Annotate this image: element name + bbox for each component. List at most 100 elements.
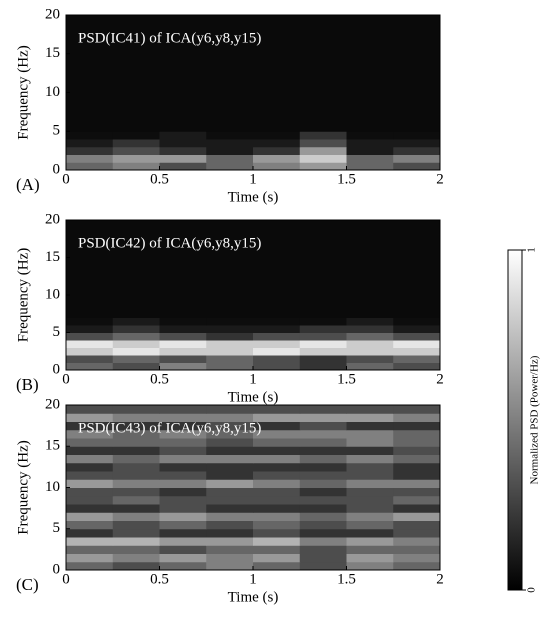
- heatmap-cell: [159, 257, 207, 266]
- y-tick-label: 5: [53, 324, 61, 340]
- heatmap-cell: [253, 421, 301, 431]
- heatmap-cell: [393, 317, 441, 326]
- colorbar-tick-label: 1: [526, 247, 538, 253]
- heatmap-cell: [393, 495, 441, 505]
- heatmap-cell: [206, 561, 254, 571]
- heatmap-cell: [393, 512, 441, 521]
- heatmap-cell: [253, 250, 301, 258]
- heatmap-cell: [66, 340, 114, 348]
- heatmap-cell: [299, 38, 347, 47]
- heatmap-cell: [253, 287, 301, 296]
- heatmap-cell: [159, 462, 207, 472]
- heatmap-cell: [159, 520, 207, 530]
- heatmap-cell: [346, 405, 394, 414]
- heatmap-cell: [346, 265, 394, 273]
- heatmap-cell: [299, 479, 347, 488]
- heatmap-cell: [393, 100, 441, 109]
- heatmap-cell: [393, 242, 441, 251]
- heatmap-cell: [346, 61, 394, 70]
- heatmap-cell: [66, 162, 114, 171]
- heatmap-cell: [346, 139, 394, 148]
- heatmap-cell: [112, 429, 160, 439]
- heatmap-cell: [346, 340, 394, 348]
- heatmap-cell: [159, 310, 207, 318]
- heatmap-cell: [299, 100, 347, 109]
- heatmap-cell: [112, 528, 160, 538]
- heatmap-cell: [299, 257, 347, 266]
- heatmap-cell: [393, 265, 441, 273]
- heatmap-cell: [206, 362, 254, 371]
- heatmap-cell: [66, 46, 114, 55]
- heatmap-cell: [159, 325, 207, 333]
- heatmap-cell: [346, 257, 394, 266]
- y-tick-label: 10: [45, 286, 60, 302]
- heatmap-cell: [346, 479, 394, 488]
- heatmap-cell: [393, 162, 441, 171]
- heatmap-cell: [299, 265, 347, 273]
- heatmap-cell: [112, 479, 160, 488]
- y-tick-label: 15: [45, 45, 60, 61]
- heatmap-cell: [299, 235, 347, 243]
- y-tick-label: 15: [45, 438, 60, 454]
- heatmap-cell: [253, 92, 301, 101]
- heatmap-cell: [112, 154, 160, 163]
- heatmap-cell: [299, 340, 347, 348]
- heatmap-cell: [66, 355, 114, 363]
- heatmap-cell: [206, 235, 254, 243]
- heatmap-cell: [66, 242, 114, 251]
- x-tick-label: 1.5: [337, 171, 356, 187]
- heatmap-cell: [253, 413, 301, 422]
- heatmap-cell: [299, 528, 347, 538]
- heatmap-cell: [253, 545, 301, 554]
- chart-title: PSD(IC43) of ICA(y6,y8,y15): [78, 420, 261, 436]
- heatmap-cell: [159, 38, 207, 47]
- heatmap-cell: [299, 53, 347, 62]
- heatmap-cell: [253, 100, 301, 109]
- heatmap-cell: [393, 332, 441, 341]
- heatmap-cell: [299, 347, 347, 356]
- heatmap-cell: [299, 454, 347, 464]
- heatmap-cell: [66, 77, 114, 86]
- heatmap-cell: [66, 272, 114, 281]
- heatmap-cell: [393, 479, 441, 488]
- heatmap-cell: [112, 30, 160, 39]
- heatmap-cell: [206, 108, 254, 117]
- heatmap-cell: [206, 454, 254, 464]
- heatmap-cell: [346, 53, 394, 62]
- heatmap-cell: [346, 250, 394, 258]
- heatmap-cell: [112, 100, 160, 109]
- heatmap-cell: [66, 504, 114, 513]
- heatmap-cell: [206, 471, 254, 480]
- heatmap-cell: [159, 46, 207, 55]
- heatmap-cell: [66, 265, 114, 273]
- heatmap-cell: [346, 287, 394, 296]
- heatmap-cell: [206, 520, 254, 530]
- heatmap-cell: [346, 115, 394, 124]
- heatmap-cell: [206, 332, 254, 341]
- heatmap-cell: [253, 317, 301, 326]
- heatmap-cell: [346, 22, 394, 31]
- x-axis-label: Time (s): [228, 389, 279, 405]
- heatmap-cell: [346, 495, 394, 505]
- heatmap-cell: [66, 69, 114, 78]
- heatmap-cell: [112, 446, 160, 455]
- heatmap-cell: [66, 146, 114, 155]
- heatmap-cell: [299, 92, 347, 101]
- heatmap-cell: [253, 310, 301, 318]
- heatmap-cell: [159, 438, 207, 447]
- heatmap-cell: [253, 227, 301, 236]
- heatmap-cell: [299, 272, 347, 281]
- heatmap-cell: [206, 512, 254, 521]
- y-tick-label: 0: [53, 361, 61, 377]
- heatmap-cell: [159, 69, 207, 78]
- heatmap-cell: [393, 22, 441, 31]
- heatmap-cell: [253, 454, 301, 464]
- chart-title: PSD(IC41) of ICA(y6,y8,y15): [78, 30, 261, 46]
- heatmap-cell: [299, 471, 347, 480]
- heatmap-cell: [112, 162, 160, 171]
- heatmap-cell: [299, 162, 347, 171]
- heatmap-cell: [66, 495, 114, 505]
- heatmap-cell: [112, 235, 160, 243]
- heatmap-cell: [299, 69, 347, 78]
